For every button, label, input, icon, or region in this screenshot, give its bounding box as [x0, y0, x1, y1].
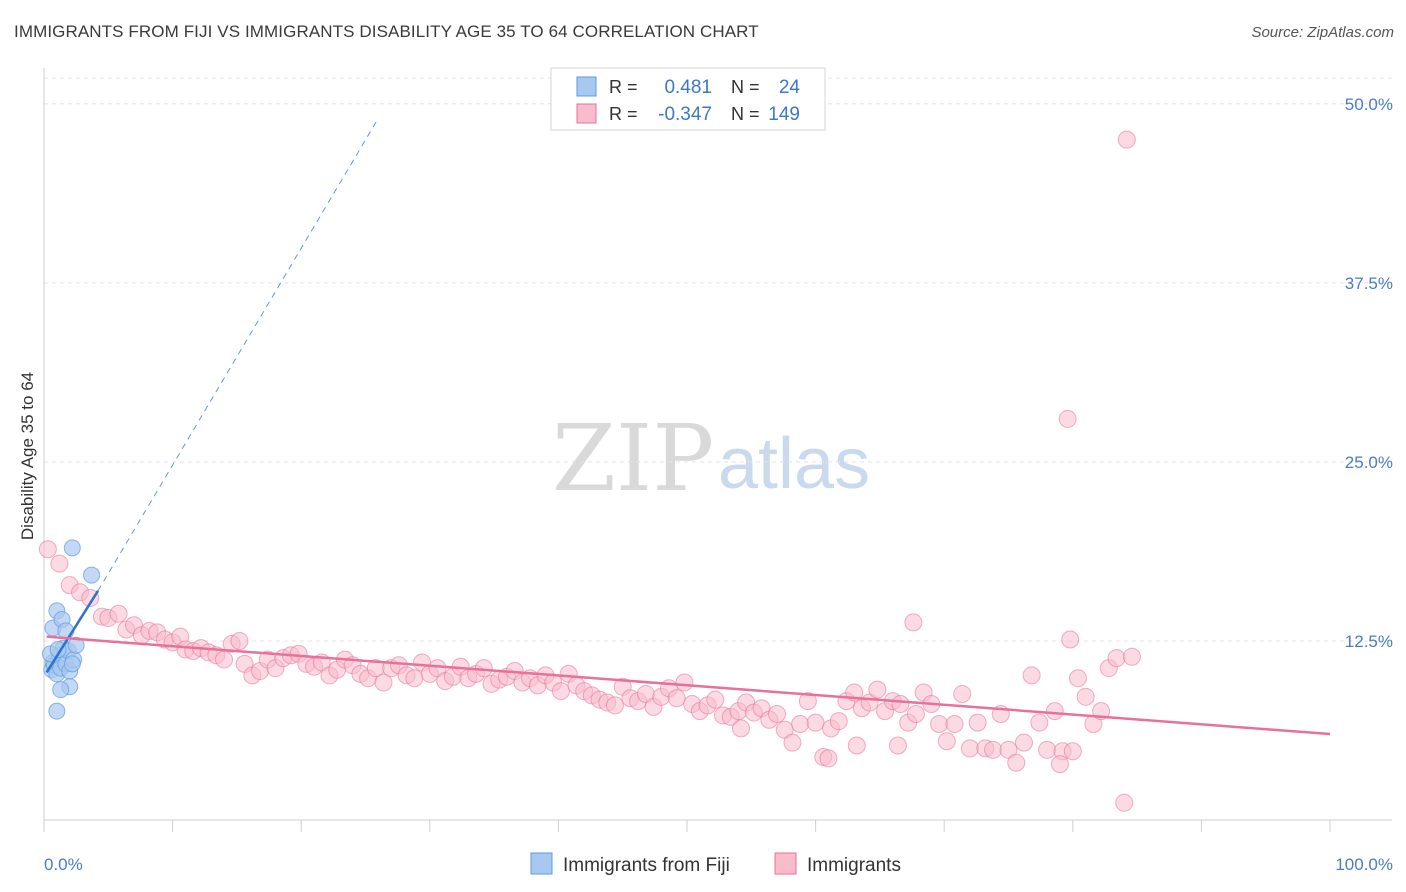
x-tick-label-max: 100.0%	[1335, 855, 1393, 874]
y-tick-label: 37.5%	[1345, 274, 1393, 293]
stats-n-label-fiji: N =	[731, 77, 760, 97]
immigrants-point	[1030, 713, 1049, 732]
immigrants-point	[1045, 702, 1064, 721]
immigrants-point	[1061, 630, 1080, 649]
fiji-point	[63, 655, 81, 673]
stats-legend: R = 0.481 N = 24 R = -0.347 N = 149	[550, 67, 826, 131]
trend-lines	[45, 117, 1331, 736]
immigrants-point	[405, 669, 424, 688]
axes	[43, 68, 1392, 821]
immigrants-point	[1068, 669, 1087, 688]
immigrants-point	[891, 694, 910, 713]
immigrants-point	[215, 650, 234, 669]
fiji-point	[83, 566, 101, 584]
immigrants-point	[768, 705, 787, 724]
immigrants-point	[904, 613, 923, 632]
legend-swatch-immigrants	[774, 852, 797, 875]
immigrants-point	[732, 719, 751, 738]
immigrants-point	[906, 705, 925, 724]
immigrants-point	[81, 588, 100, 607]
stats-r-label-fiji: R =	[609, 77, 638, 97]
immigrants-point	[1022, 666, 1041, 685]
fiji-point	[48, 702, 66, 720]
immigrants-point	[1014, 733, 1033, 752]
immigrants-point	[109, 604, 128, 623]
immigrants-point	[706, 690, 725, 709]
immigrants-points	[38, 130, 1141, 812]
immigrants-point	[675, 673, 694, 692]
immigrants-point	[1007, 753, 1026, 772]
immigrants-point	[888, 736, 907, 755]
fiji-point	[67, 636, 85, 654]
stats-legend-swatch-fiji	[576, 76, 597, 97]
immigrants-point	[667, 689, 686, 708]
immigrants-trend-line	[46, 635, 1331, 736]
legend-swatch-fiji	[530, 852, 553, 875]
immigrants-point	[798, 692, 817, 711]
immigrants-point	[374, 673, 393, 692]
stats-legend-box	[550, 67, 826, 131]
immigrants-point	[1107, 649, 1126, 668]
y-tick-label: 50.0%	[1345, 95, 1393, 114]
immigrants-point	[945, 715, 964, 734]
immigrants-point	[1058, 409, 1077, 428]
immigrants-point	[960, 739, 979, 758]
watermark-atlas: atlas	[718, 424, 870, 504]
immigrants-point	[1076, 687, 1095, 706]
stats-n-value-immigrants: 149	[768, 104, 800, 125]
stats-r-value-fiji: 0.481	[664, 77, 712, 98]
immigrants-point	[953, 684, 972, 703]
series-legend: Immigrants from Fiji Immigrants	[530, 852, 901, 876]
immigrants-point	[1050, 755, 1069, 774]
immigrants-point	[1063, 742, 1082, 761]
immigrants-point	[819, 749, 838, 768]
immigrants-point	[1117, 130, 1136, 149]
immigrants-point	[38, 540, 57, 559]
immigrants-point	[551, 682, 570, 701]
fiji-trend-extension	[97, 117, 379, 592]
immigrants-point	[968, 713, 987, 732]
stats-n-value-fiji: 24	[779, 77, 801, 98]
immigrants-point	[50, 554, 69, 573]
stats-r-label-immigrants: R =	[609, 104, 638, 124]
gridlines	[44, 77, 1392, 642]
chart-title: IMMIGRANTS FROM FIJI VS IMMIGRANTS DISAB…	[14, 22, 759, 41]
immigrants-point	[791, 715, 810, 734]
immigrants-point	[930, 715, 949, 734]
stats-n-label-immigrants: N =	[731, 104, 760, 124]
immigrants-point	[847, 736, 866, 755]
watermark-zip: ZIP	[552, 405, 714, 512]
y-tick-label: 12.5%	[1345, 632, 1393, 651]
source-label: Source: ZipAtlas.com	[1251, 24, 1394, 41]
immigrants-point	[230, 631, 249, 650]
fiji-points	[41, 539, 101, 720]
fiji-trend-line	[45, 590, 100, 674]
immigrants-point	[984, 740, 1003, 759]
y-tick-label: 25.0%	[1345, 453, 1393, 472]
immigrants-point	[1115, 793, 1134, 812]
stats-r-value-immigrants: -0.347	[658, 104, 712, 125]
fiji-point	[52, 681, 70, 699]
immigrants-point	[1122, 647, 1141, 666]
legend-label-immigrants: Immigrants	[807, 855, 901, 876]
immigrants-point	[806, 713, 825, 732]
y-axis-label: Disability Age 35 to 64	[18, 372, 37, 540]
immigrants-point	[783, 733, 802, 752]
x-ticks	[43, 820, 1331, 832]
stats-legend-swatch-immigrants	[576, 103, 597, 124]
immigrants-point	[1038, 740, 1057, 759]
legend-label-fiji: Immigrants from Fiji	[563, 855, 730, 876]
immigrants-point	[829, 712, 848, 731]
immigrants-point	[937, 732, 956, 751]
y-tick-labels: 12.5% 25.0% 37.5% 50.0%	[1345, 95, 1393, 651]
immigrants-point	[868, 680, 887, 699]
immigrants-point	[605, 696, 624, 715]
x-tick-label-min: 0.0%	[44, 855, 83, 874]
fiji-point	[63, 539, 81, 557]
